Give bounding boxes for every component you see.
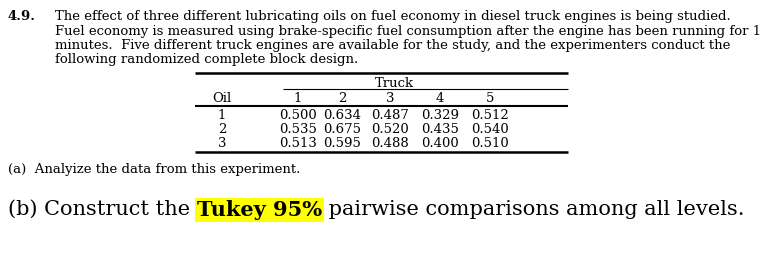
Text: Fuel economy is measured using brake-specific fuel consumption after the engine : Fuel economy is measured using brake-spe…	[55, 25, 762, 37]
Text: 0.540: 0.540	[471, 123, 509, 136]
Text: 4.9.: 4.9.	[8, 10, 36, 23]
Text: 0.400: 0.400	[421, 137, 459, 150]
Text: Oil: Oil	[213, 92, 232, 105]
Text: 2: 2	[218, 123, 226, 136]
Text: 1: 1	[218, 109, 226, 122]
Text: 0.500: 0.500	[279, 109, 317, 122]
Text: (b) Construct the: (b) Construct the	[8, 200, 197, 219]
Text: Tukey 95%: Tukey 95%	[197, 200, 322, 220]
Text: 0.487: 0.487	[371, 109, 409, 122]
Text: 0.675: 0.675	[323, 123, 361, 136]
Text: 0.488: 0.488	[371, 137, 409, 150]
Text: 1: 1	[294, 92, 303, 105]
Text: 0.512: 0.512	[471, 109, 509, 122]
Text: 0.513: 0.513	[279, 137, 317, 150]
Text: 3: 3	[218, 137, 226, 150]
Text: 0.520: 0.520	[371, 123, 409, 136]
Text: (a)  Analyize the data from this experiment.: (a) Analyize the data from this experime…	[8, 163, 300, 176]
Text: Truck: Truck	[374, 77, 414, 90]
Text: pairwise comparisons among all levels.: pairwise comparisons among all levels.	[322, 200, 744, 219]
Text: The effect of three different lubricating oils on fuel economy in diesel truck e: The effect of three different lubricatin…	[55, 10, 731, 23]
Text: 2: 2	[338, 92, 346, 105]
Text: 0.595: 0.595	[323, 137, 361, 150]
Text: 0.510: 0.510	[471, 137, 509, 150]
Text: 5: 5	[486, 92, 495, 105]
Text: 3: 3	[386, 92, 394, 105]
Text: 0.634: 0.634	[323, 109, 361, 122]
Text: 0.535: 0.535	[279, 123, 317, 136]
Text: minutes.  Five different truck engines are available for the study, and the expe: minutes. Five different truck engines ar…	[55, 39, 730, 52]
Text: 0.329: 0.329	[421, 109, 459, 122]
Text: 4: 4	[436, 92, 444, 105]
Text: following randomized complete block design.: following randomized complete block desi…	[55, 54, 358, 66]
Text: 0.435: 0.435	[421, 123, 459, 136]
